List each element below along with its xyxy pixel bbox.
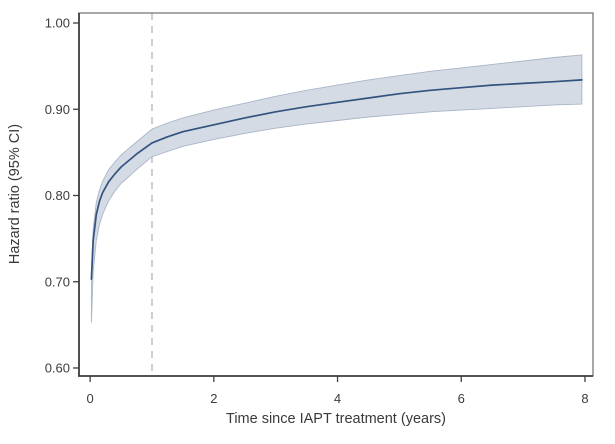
y-tick-label: 0.60 [45, 361, 70, 376]
y-axis-title: Hazard ratio (95% CI) [7, 123, 23, 265]
x-tick-label: 2 [210, 391, 217, 406]
x-tick-label: 0 [87, 391, 94, 406]
ci-band [90, 54, 583, 323]
hazard-ratio-curve [90, 79, 583, 280]
x-tick-label: 6 [458, 391, 465, 406]
y-tick-label: 0.90 [45, 102, 70, 117]
y-tick-label: 0.70 [45, 274, 70, 289]
y-tick-label: 1.00 [45, 16, 70, 31]
x-tick-label: 4 [334, 391, 341, 406]
x-tick-label: 8 [581, 391, 588, 406]
y-tick-label: 0.80 [45, 188, 70, 203]
x-axis-title: Time since IAPT treatment (years) [226, 411, 446, 427]
